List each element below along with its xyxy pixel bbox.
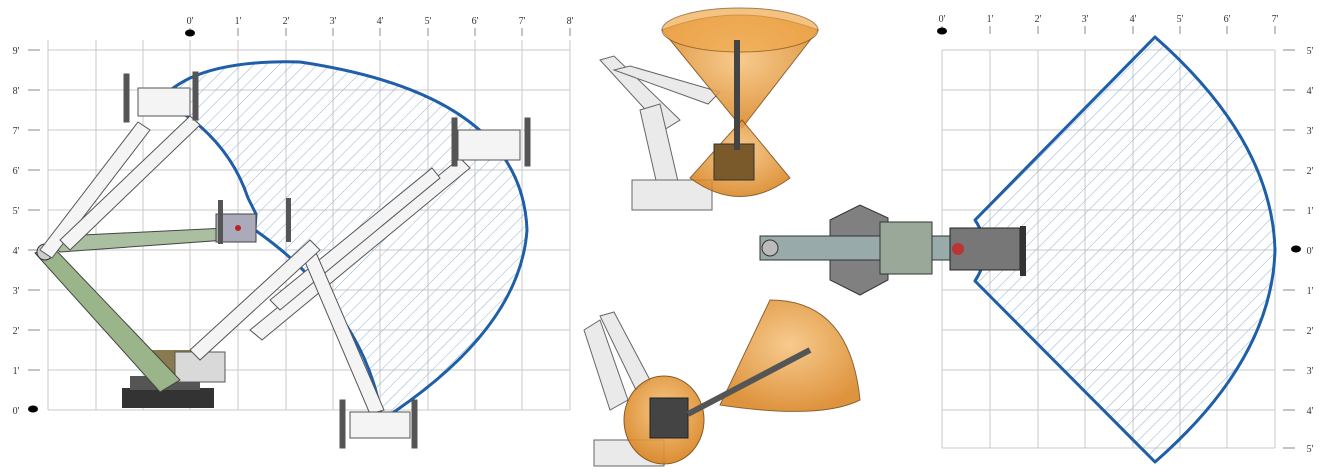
y-tick-label: 6'	[13, 166, 20, 177]
y-tick-label: 8'	[13, 86, 20, 97]
origin-marker-dot	[1291, 245, 1301, 253]
x-tick-label: 7'	[1272, 14, 1279, 25]
y-tick-label: 3'	[1307, 366, 1314, 377]
x-tick-label: 6'	[472, 16, 479, 27]
side-view-panel: 0' 1' 2' 3' 4' 5' 6' 7' 8' 9' 8' 7' 6' 5…	[13, 16, 574, 449]
x-tick-label: 6'	[1224, 14, 1231, 25]
x-tick-label: 5'	[1177, 14, 1184, 25]
side-view-x-ticks	[189, 28, 571, 36]
y-tick-label: 9'	[13, 46, 20, 57]
x-tick-label: 2'	[283, 16, 290, 27]
tool-head	[649, 397, 689, 439]
robot-base	[122, 350, 226, 408]
y-tick-label: 1'	[13, 366, 20, 377]
top-view-y-axis-labels: 5' 4' 3' 2' 1' 0' 1' 2' 3' 4' 5'	[1307, 46, 1314, 455]
x-tick-label: 1'	[235, 16, 242, 27]
x-tick-label: 3'	[1082, 14, 1089, 25]
x-tick-label: 4'	[377, 16, 384, 27]
side-view-x-axis-labels: 0' 1' 2' 3' 4' 5' 6' 7' 8'	[187, 16, 574, 27]
side-view-y-ticks	[28, 49, 40, 371]
x-tick-label: 4'	[1130, 14, 1137, 25]
x-tick-label: 5'	[425, 16, 432, 27]
x-tick-label: 8'	[567, 16, 574, 27]
top-view-y-ticks	[1283, 49, 1295, 449]
reach-cone-right	[719, 299, 861, 412]
x-tick-label: 7'	[519, 16, 526, 27]
y-tick-label: 4'	[1307, 86, 1314, 97]
robot-iso-body	[599, 55, 721, 211]
iso-view-lower	[583, 299, 861, 467]
tool-shaft	[686, 347, 812, 417]
origin-marker-dot	[185, 29, 195, 37]
x-tick-label: 1'	[987, 14, 994, 25]
y-tick-label: 2'	[13, 326, 20, 337]
top-view-panel: 0' 1' 2' 3' 4' 5' 6' 7' 5' 4' 3' 2' 1' 0…	[759, 14, 1314, 464]
side-view-y-axis-labels: 9' 8' 7' 6' 5' 4' 3' 2' 1' 0'	[13, 46, 20, 417]
y-tick-label: 3'	[1307, 126, 1314, 137]
y-tick-label: 1'	[1307, 286, 1314, 297]
y-tick-label: 5'	[13, 206, 20, 217]
y-tick-label: 5'	[1307, 46, 1314, 57]
y-tick-label: 1'	[1307, 206, 1314, 217]
robot-arm-upper-pose	[39, 71, 201, 259]
robot-top-view	[759, 204, 1026, 296]
x-tick-label: 0'	[187, 16, 194, 27]
top-reach-envelope	[973, 35, 1277, 464]
origin-marker-dot	[28, 405, 38, 413]
top-view-x-axis-labels: 0' 1' 2' 3' 4' 5' 6' 7'	[939, 14, 1279, 25]
x-tick-label: 2'	[1035, 14, 1042, 25]
y-tick-label: 4'	[13, 246, 20, 257]
y-tick-label: 5'	[1307, 444, 1314, 455]
top-view-x-ticks	[941, 26, 1276, 34]
y-tick-label: 0'	[1307, 246, 1314, 257]
iso-view-upper	[599, 7, 819, 211]
y-tick-label: 4'	[1307, 406, 1314, 417]
x-tick-label: 0'	[939, 14, 946, 25]
x-tick-label: 3'	[330, 16, 337, 27]
tool-shaft	[734, 40, 740, 150]
robot-arm-low-pose	[189, 239, 418, 449]
y-tick-label: 2'	[1307, 166, 1314, 177]
y-tick-label: 0'	[13, 406, 20, 417]
y-tick-label: 7'	[13, 126, 20, 137]
y-tick-label: 2'	[1307, 326, 1314, 337]
y-tick-label: 3'	[13, 286, 20, 297]
origin-marker-dot	[937, 27, 947, 35]
